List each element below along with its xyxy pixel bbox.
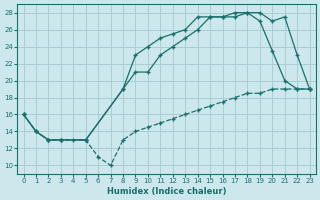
X-axis label: Humidex (Indice chaleur): Humidex (Indice chaleur) — [107, 187, 226, 196]
